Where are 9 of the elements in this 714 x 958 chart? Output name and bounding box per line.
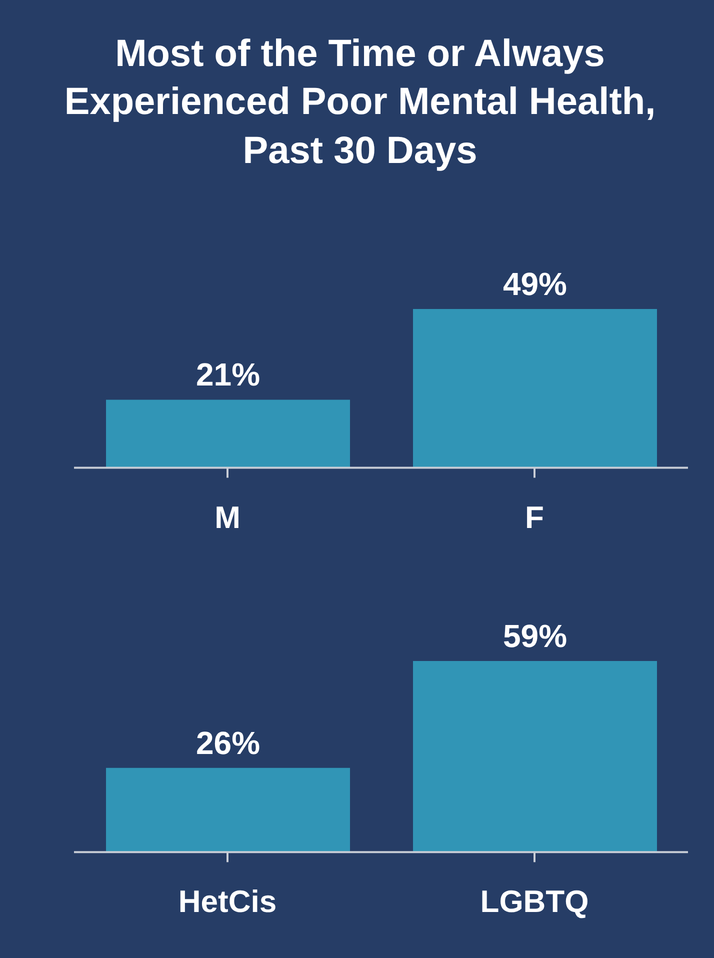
data-label: 59% — [502, 618, 568, 654]
x-tick-label: F — [525, 500, 544, 535]
chart-title: Most of the Time or Always Experienced Poor Mental Health, Past 30 Days — [63, 32, 657, 174]
data-label: 49% — [502, 266, 568, 302]
data-label: 21% — [196, 356, 260, 393]
x-tick-label: M — [214, 500, 240, 535]
data-label: 26% — [196, 724, 260, 761]
x-tick-label: LGBTQ — [480, 884, 589, 920]
x-tick-label: HetCis — [178, 884, 277, 920]
